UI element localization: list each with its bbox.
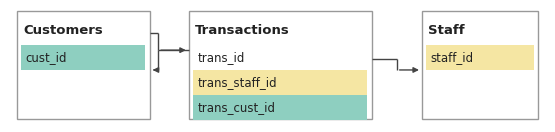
Text: Staff: Staff xyxy=(428,24,465,37)
Text: trans_staff_id: trans_staff_id xyxy=(198,76,277,89)
Text: Transactions: Transactions xyxy=(195,24,290,37)
FancyBboxPatch shape xyxy=(426,45,534,70)
FancyBboxPatch shape xyxy=(422,11,538,119)
FancyBboxPatch shape xyxy=(17,11,150,119)
FancyBboxPatch shape xyxy=(193,95,367,120)
Text: trans_id: trans_id xyxy=(198,51,245,64)
Text: cust_id: cust_id xyxy=(26,51,67,64)
FancyBboxPatch shape xyxy=(21,45,145,70)
Text: Customers: Customers xyxy=(23,24,103,37)
FancyBboxPatch shape xyxy=(193,70,367,95)
FancyBboxPatch shape xyxy=(193,45,367,70)
FancyBboxPatch shape xyxy=(189,11,372,119)
Text: trans_cust_id: trans_cust_id xyxy=(198,101,276,114)
Text: staff_id: staff_id xyxy=(431,51,474,64)
